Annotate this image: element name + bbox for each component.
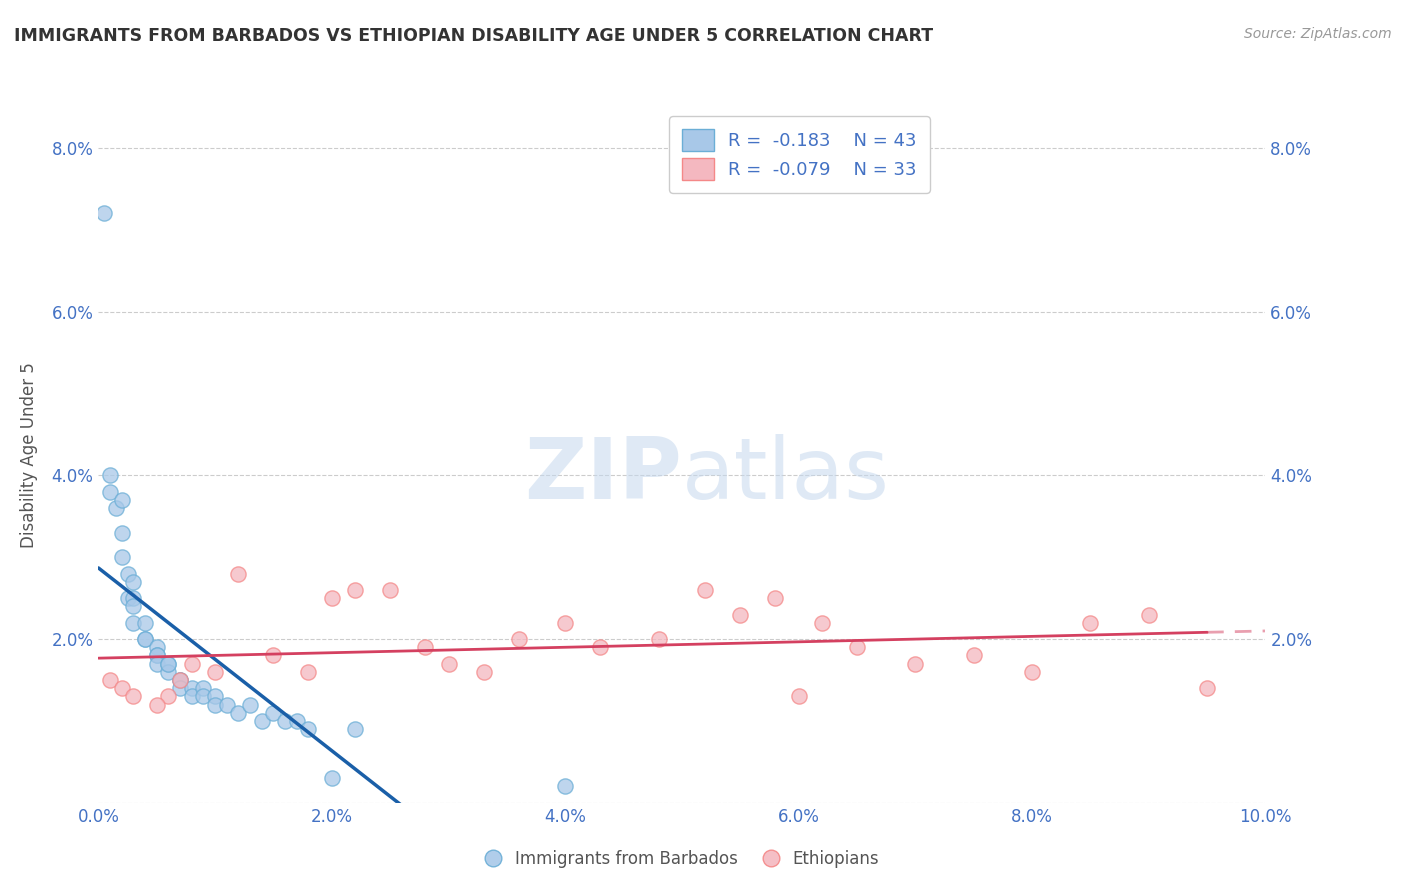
Legend: Immigrants from Barbados, Ethiopians: Immigrants from Barbados, Ethiopians [478, 843, 886, 874]
Point [554, 780, 576, 794]
Point [111, 492, 134, 507]
Point [1137, 607, 1160, 622]
Point [962, 648, 984, 663]
Point [763, 591, 786, 606]
Point [134, 632, 156, 646]
Point [204, 665, 226, 679]
Point [378, 582, 402, 597]
Point [589, 640, 612, 655]
Point [647, 632, 669, 646]
Point [180, 681, 202, 696]
Point [122, 591, 145, 606]
Point [554, 615, 576, 630]
Point [157, 657, 180, 671]
Point [193, 681, 215, 696]
Point [104, 501, 127, 516]
Point [117, 566, 139, 581]
Point [180, 657, 202, 671]
Point [344, 722, 367, 736]
Y-axis label: Disability Age Under 5: Disability Age Under 5 [20, 362, 38, 548]
Point [274, 714, 297, 728]
Point [98, 673, 121, 687]
Point [169, 681, 191, 696]
Point [204, 698, 226, 712]
Point [146, 698, 169, 712]
Point [285, 714, 308, 728]
Point [695, 582, 717, 597]
Point [787, 690, 810, 704]
Text: Source: ZipAtlas.com: Source: ZipAtlas.com [1244, 27, 1392, 41]
Point [1195, 681, 1218, 696]
Point [111, 525, 134, 540]
Point [146, 648, 169, 663]
Point [111, 550, 134, 565]
Point [169, 673, 191, 687]
Point [228, 706, 250, 720]
Point [134, 615, 156, 630]
Point [297, 722, 319, 736]
Point [239, 698, 262, 712]
Point [204, 690, 226, 704]
Point [157, 665, 180, 679]
Point [193, 690, 215, 704]
Point [904, 657, 927, 671]
Text: atlas: atlas [682, 434, 890, 517]
Point [93, 206, 115, 220]
Point [122, 574, 145, 589]
Point [262, 706, 284, 720]
Point [228, 566, 250, 581]
Point [262, 648, 284, 663]
Point [472, 665, 495, 679]
Point [250, 714, 273, 728]
Point [146, 640, 169, 655]
Point [134, 632, 156, 646]
Point [122, 615, 145, 630]
Point [1021, 665, 1043, 679]
Point [1080, 615, 1102, 630]
Point [122, 690, 145, 704]
Point [413, 640, 436, 655]
Point [508, 632, 530, 646]
Point [297, 665, 319, 679]
Point [146, 648, 169, 663]
Point [157, 657, 180, 671]
Point [157, 690, 180, 704]
Point [111, 681, 134, 696]
Point [845, 640, 868, 655]
Point [437, 657, 460, 671]
Point [98, 484, 121, 499]
Point [215, 698, 238, 712]
Point [180, 690, 202, 704]
Text: ZIP: ZIP [524, 434, 682, 517]
Point [321, 771, 343, 785]
Point [146, 657, 169, 671]
Point [169, 673, 191, 687]
Point [169, 673, 191, 687]
Point [321, 591, 343, 606]
Point [117, 591, 139, 606]
Point [344, 582, 367, 597]
Point [728, 607, 751, 622]
Point [122, 599, 145, 614]
Point [811, 615, 834, 630]
Point [98, 468, 121, 483]
Text: IMMIGRANTS FROM BARBADOS VS ETHIOPIAN DISABILITY AGE UNDER 5 CORRELATION CHART: IMMIGRANTS FROM BARBADOS VS ETHIOPIAN DI… [14, 27, 934, 45]
